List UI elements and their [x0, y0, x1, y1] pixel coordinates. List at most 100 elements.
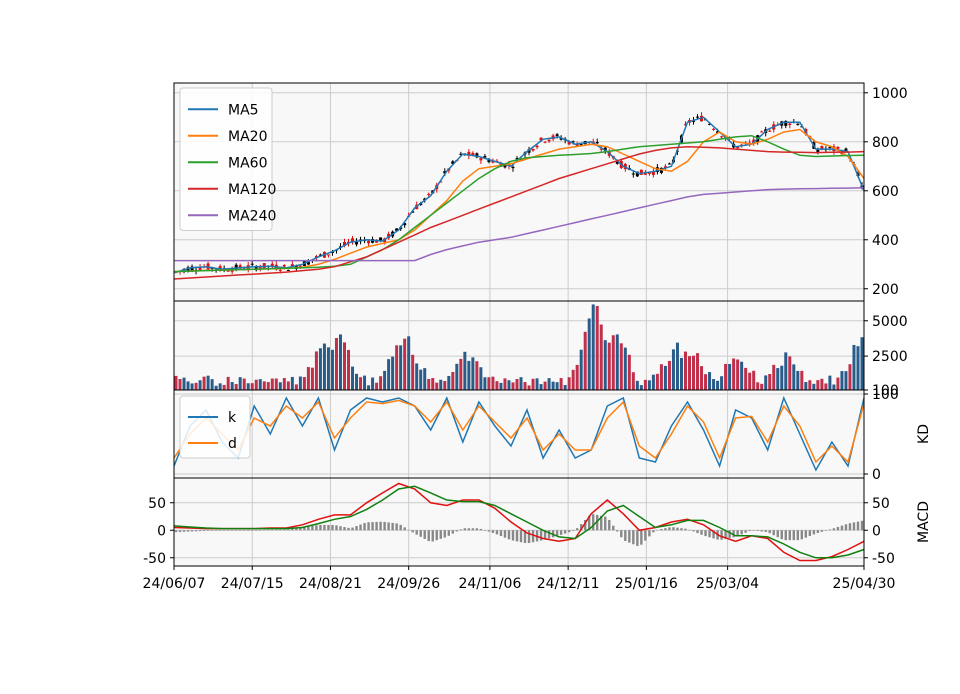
macd-histogram-bar: [395, 523, 398, 531]
macd-histogram-bar: [543, 530, 547, 540]
macd-histogram-bar: [616, 530, 619, 532]
volume-bar: [587, 318, 591, 390]
volume-bar: [768, 374, 772, 390]
volume-bar: [407, 336, 411, 390]
candle-body: [635, 171, 639, 177]
candle-body: [712, 128, 716, 130]
volume-bar: [290, 376, 294, 390]
macd-histogram-bar: [559, 530, 563, 535]
volume-bar: [318, 348, 322, 390]
volume-bar: [535, 378, 539, 390]
candle-body: [459, 153, 463, 155]
macd-histogram-bar: [218, 530, 222, 531]
volume-bar: [840, 371, 844, 390]
macd-histogram-bar: [379, 521, 382, 531]
macd-histogram-bar: [680, 528, 683, 531]
candle-body: [483, 156, 487, 158]
macd-histogram-bar: [399, 524, 402, 531]
ytick-label-price: 1000: [872, 86, 908, 102]
candle-body: [651, 171, 655, 175]
volume-bar: [539, 384, 543, 390]
xtick-label: 24/12/11: [537, 576, 600, 592]
line-d: [173, 399, 865, 464]
volume-bar: [824, 383, 828, 390]
candle-body: [342, 241, 346, 246]
candle-body: [531, 148, 535, 151]
volume-bar: [387, 359, 391, 390]
candle-body: [258, 267, 262, 269]
macd-histogram-bar: [479, 528, 483, 531]
panel-bg-price: [174, 83, 864, 301]
macd-histogram-bar: [784, 530, 787, 541]
ytick-label-price: 400: [872, 233, 899, 249]
candle-body: [820, 146, 824, 150]
volume-bar: [194, 382, 198, 390]
macd-histogram-bar: [331, 524, 334, 531]
macd-histogram-bar: [788, 530, 791, 541]
volume-bar: [238, 377, 242, 390]
macd-histogram-bar: [431, 530, 434, 542]
volume-bar: [728, 364, 732, 390]
volume-bar: [210, 379, 214, 390]
macd-histogram-bar: [214, 530, 218, 531]
macd-histogram-bar: [592, 514, 595, 531]
volume-bar: [820, 378, 824, 390]
macd-histogram-bar: [772, 530, 775, 536]
ytick-label-volume: 2500: [872, 349, 908, 365]
macd-histogram-bar: [531, 530, 535, 543]
volume-bar: [788, 356, 792, 390]
volume-bar: [635, 380, 639, 390]
volume-bar: [266, 382, 270, 390]
macd-histogram-bar: [363, 523, 366, 531]
candle-body: [615, 161, 619, 164]
volume-bar: [351, 366, 355, 390]
macd-histogram-bar: [780, 530, 783, 540]
volume-bar: [278, 382, 282, 390]
candle-body: [379, 237, 383, 241]
macd-histogram-bar: [499, 530, 503, 537]
macd-histogram-bar: [555, 530, 559, 537]
volume-bar: [736, 359, 740, 390]
volume-bar: [692, 355, 696, 390]
macd-histogram-bar: [860, 520, 864, 531]
volume-bar: [724, 363, 728, 390]
candle-body: [226, 270, 230, 272]
macd-histogram-bar: [812, 530, 816, 535]
volume-bar: [579, 349, 583, 390]
macd-histogram-bar: [736, 530, 739, 537]
macd-histogram-bar: [443, 530, 446, 538]
volume-bar: [756, 382, 760, 390]
macd-histogram-bar: [668, 527, 671, 531]
volume-bar: [631, 372, 635, 390]
macd-histogram-bar: [198, 530, 202, 532]
ytick-label-kd: 0: [872, 467, 881, 483]
volume-bar: [415, 363, 419, 390]
candle-body: [306, 260, 310, 265]
candle-body: [262, 263, 266, 269]
candle-body: [427, 193, 431, 195]
volume-bar: [439, 379, 443, 390]
macd-histogram-bar: [527, 530, 531, 544]
candle-body: [330, 251, 334, 253]
macd-histogram-bar: [182, 530, 186, 532]
candle-body: [326, 254, 330, 256]
volume-bar: [242, 378, 246, 390]
line-dif: [173, 482, 865, 562]
macd-histogram-bar: [764, 530, 767, 532]
macd-histogram-bar: [579, 524, 583, 531]
volume-bar: [230, 382, 234, 390]
volume-bar: [675, 342, 679, 390]
volume-bar: [744, 367, 748, 390]
candle-body: [535, 145, 539, 148]
volume-bar: [182, 377, 186, 390]
volume-bar: [395, 345, 399, 390]
volume-bar: [551, 381, 555, 390]
candle-body: [788, 123, 792, 125]
panel-bg-kd: [174, 390, 864, 478]
candle-body: [836, 146, 840, 149]
volume-bar: [314, 351, 318, 390]
candle-body: [784, 120, 788, 126]
volume-bar: [286, 381, 290, 390]
